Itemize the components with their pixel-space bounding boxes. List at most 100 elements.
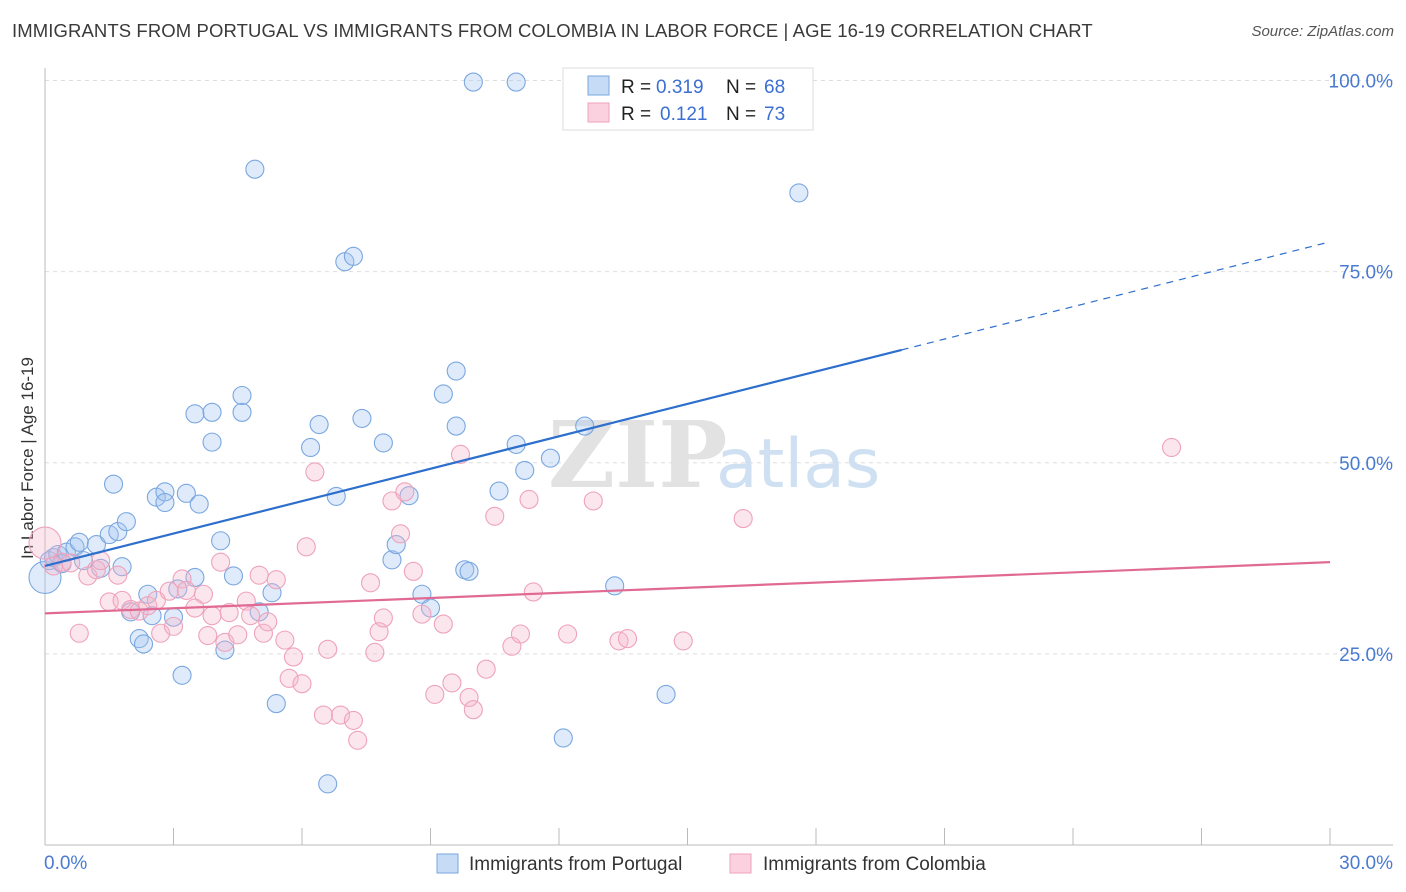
point-colombia-39 (305, 462, 325, 482)
y-tick-label-75: 75.0% (1339, 263, 1393, 284)
point-portugal-43 (309, 414, 329, 435)
point-colombia-32 (258, 612, 278, 632)
point-portugal-68 (605, 576, 625, 596)
point-colombia-65 (523, 582, 543, 602)
point-colombia-19 (176, 580, 196, 600)
series-legend-label-colombia: Immigrants from Colombia (763, 854, 986, 875)
point-portugal-41 (266, 694, 286, 714)
point-portugal-38 (245, 159, 265, 179)
chart-title: IMMIGRANTS FROM PORTUGAL VS IMMIGRANTS F… (12, 20, 1093, 41)
point-portugal-55 (433, 384, 453, 404)
y-tick-labels: 25.0% 50.0% 75.0% 100.0% (1329, 72, 1394, 666)
point-portugal-69 (656, 684, 676, 704)
legend-r-value-colombia: 0.121 (660, 104, 708, 125)
point-portugal-27 (176, 483, 196, 503)
source-credit: Source: ZipAtlas.com (1251, 23, 1394, 40)
point-colombia-61 (485, 506, 505, 526)
point-colombia-45 (360, 573, 381, 593)
point-portugal-30 (185, 404, 205, 424)
series-legend: Immigrants from Portugal Immigrants from… (436, 853, 986, 875)
point-colombia-37 (292, 674, 312, 694)
legend-n-label-colombia: N = (726, 104, 756, 125)
point-colombia-9 (108, 565, 128, 585)
trend-line-portugal-projection (901, 241, 1331, 351)
point-colombia-49 (382, 491, 402, 511)
point-portugal-20 (142, 606, 162, 626)
point-colombia-0 (28, 526, 62, 560)
point-portugal-23 (155, 492, 175, 513)
point-portugal-12 (103, 474, 124, 494)
point-portugal-66 (553, 728, 573, 748)
point-portugal-36 (232, 402, 252, 422)
point-colombia-40 (313, 705, 333, 725)
point-colombia-67 (583, 491, 603, 511)
point-portugal-31 (202, 402, 222, 422)
point-colombia-70 (673, 631, 693, 651)
point-portugal-42 (301, 437, 321, 458)
legend-swatch-colombia (587, 102, 610, 123)
trend-line-colombia (44, 561, 1331, 615)
point-colombia-72 (1161, 437, 1182, 458)
correlation-legend: R = 0.319 N = 68 R = 0.121 N = 73 (562, 67, 814, 131)
point-colombia-44 (348, 730, 368, 750)
point-portugal-48 (352, 408, 372, 428)
point-colombia-57 (450, 444, 471, 464)
trend-line-portugal (44, 348, 902, 568)
point-colombia-42 (330, 705, 351, 725)
series-legend-swatch-portugal (436, 853, 459, 874)
point-portugal-70 (789, 183, 809, 203)
point-colombia-29 (241, 606, 261, 626)
point-portugal-50 (382, 550, 402, 570)
point-colombia-66 (558, 624, 578, 644)
point-portugal-22 (155, 482, 175, 502)
point-colombia-24 (211, 552, 231, 572)
point-colombia-21 (193, 584, 214, 604)
point-colombia-55 (433, 614, 453, 634)
legend-n-value-colombia: 73 (764, 104, 785, 125)
legend-n-value-portugal: 68 (764, 77, 785, 98)
point-portugal-35 (223, 566, 244, 586)
point-colombia-48 (373, 608, 393, 628)
point-portugal-61 (489, 481, 509, 501)
point-colombia-18 (172, 569, 192, 589)
point-portugal-57 (446, 416, 466, 436)
point-colombia-64 (519, 489, 539, 510)
point-colombia-17 (163, 616, 184, 636)
point-colombia-23 (202, 606, 222, 626)
watermark-atlas: atlas (716, 425, 880, 504)
point-colombia-34 (275, 630, 295, 650)
point-colombia-26 (219, 603, 239, 623)
point-portugal-44 (318, 774, 338, 794)
trend-lines (44, 241, 1331, 615)
point-colombia-36 (283, 647, 303, 667)
point-portugal-59 (459, 561, 479, 581)
point-colombia-58 (459, 687, 479, 708)
point-colombia-33 (266, 570, 286, 590)
point-portugal-32 (202, 432, 222, 452)
scatter-points (28, 72, 1182, 794)
point-colombia-63 (510, 624, 531, 644)
legend-r-label-colombia: R = (621, 104, 651, 125)
point-colombia-50 (390, 524, 411, 544)
point-portugal-26 (172, 665, 192, 685)
legend-r-label-portugal: R = (621, 77, 651, 98)
point-colombia-41 (318, 639, 338, 659)
point-colombia-38 (296, 537, 316, 557)
point-colombia-31 (253, 623, 274, 643)
point-colombia-69 (617, 629, 638, 649)
point-colombia-30 (249, 565, 269, 585)
point-portugal-15 (116, 512, 136, 532)
point-colombia-60 (476, 659, 496, 679)
x-tick-label-min: 0.0% (44, 853, 87, 874)
y-axis-label: In Labor Force | Age 16-19 (18, 357, 37, 559)
point-portugal-18 (133, 634, 154, 654)
point-colombia-71 (733, 509, 753, 529)
point-colombia-52 (403, 561, 423, 581)
point-portugal-65 (540, 448, 560, 468)
legend-n-label-portugal: N = (726, 77, 756, 98)
point-portugal-56 (446, 361, 466, 381)
point-colombia-6 (86, 560, 106, 580)
y-tick-label-25: 25.0% (1339, 645, 1393, 666)
point-portugal-63 (515, 460, 535, 480)
